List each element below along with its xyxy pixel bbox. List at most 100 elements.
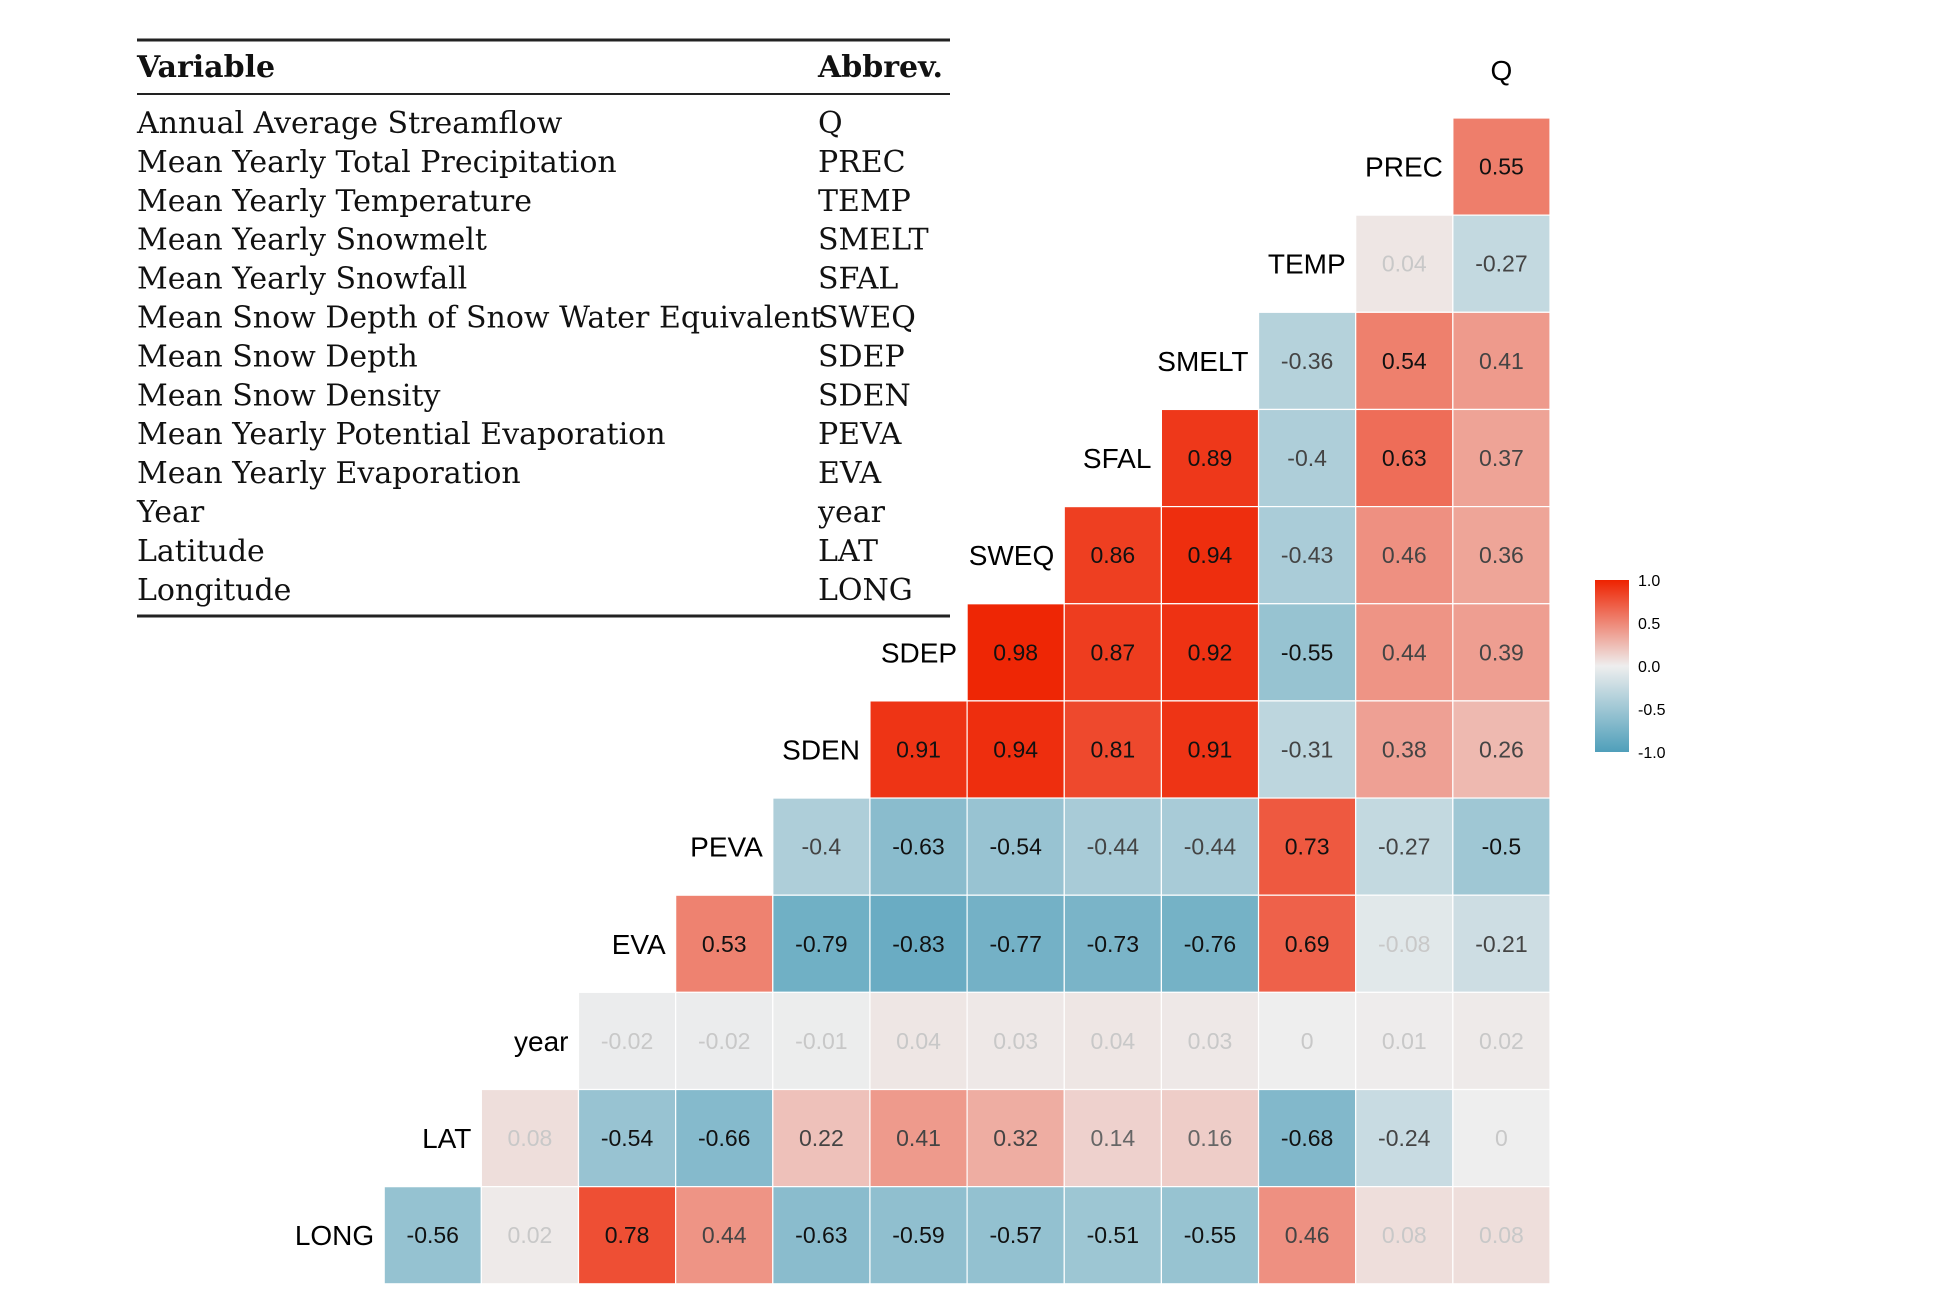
heatmap-value: 0.94 [1188,542,1233,568]
heatmap-value: 0.02 [1479,1028,1524,1054]
heatmap-value: 0.03 [1188,1028,1233,1054]
heatmap-label-prec: PREC [1365,152,1443,183]
heatmap-cell [869,700,968,799]
heatmap-cell [772,1088,871,1188]
heatmap-value: 0.08 [1382,1222,1427,1248]
heatmap-value: -0.59 [892,1222,944,1248]
heatmap-cell [1355,894,1454,993]
heatmap-value: 0.91 [1188,736,1233,762]
heatmap-row-labels: QPRECTEMPSMELTSFALSWEQSDEPSDENPEVAEVAyea… [295,55,1512,1251]
heatmap-cell [1257,506,1357,605]
table-abbrev: SMELT [818,223,929,258]
heatmap-cell [1452,603,1551,702]
heatmap-cell [383,1186,482,1285]
heatmap-cell [869,1186,968,1285]
heatmap-cell [966,797,1065,896]
heatmap-value: 0.08 [508,1125,553,1151]
legend-tick-label: 1.0 [1638,573,1660,590]
table-variable-name: Mean Snow Density [137,378,441,413]
heatmap-value: 0.78 [605,1222,650,1248]
heatmap-cell [1452,408,1551,508]
heatmap-cell [1355,214,1454,313]
heatmap-cell [480,1088,580,1188]
heatmap-value: -0.77 [989,931,1041,957]
heatmap-cell [1063,700,1163,799]
table-variable-name: Mean Yearly Snowmelt [137,223,487,258]
heatmap-value: 0.02 [508,1222,553,1248]
heatmap-value: 0.14 [1090,1125,1135,1151]
heatmap-value: 0.86 [1090,542,1135,568]
heatmap-value: 0 [1495,1125,1508,1151]
heatmap-value: -0.43 [1281,542,1333,568]
heatmap-value: 0.92 [1188,639,1233,665]
heatmap-cell [577,1186,677,1285]
heatmap-value: -0.5 [1482,834,1522,860]
heatmap-cell [1160,700,1260,799]
heatmap-value: -0.27 [1378,834,1430,860]
color-legend: 1.0 0.5 0.0 -0.5 -1.0 [1595,573,1666,762]
legend-tick-label: -0.5 [1638,702,1666,719]
heatmap-value: 0.03 [993,1028,1038,1054]
heatmap-cell [1063,603,1163,702]
table-abbrev: TEMP [818,184,911,219]
heatmap-value: 0.69 [1285,931,1330,957]
heatmap-cell [1355,506,1454,605]
heatmap-value: 0.16 [1188,1125,1233,1151]
table-abbrev: PEVA [818,417,902,452]
heatmap-cell [1355,603,1454,702]
heatmap-cell [1257,408,1357,508]
heatmap-cell [966,991,1065,1091]
heatmap-cell [1063,894,1163,993]
table-abbrev: SFAL [818,262,898,297]
heatmap-value: -0.55 [1281,639,1333,665]
heatmap-cell [1160,506,1260,605]
table-abbrev: SDEN [818,378,911,413]
heatmap-value: -0.51 [1087,1222,1139,1248]
heatmap-value: 0.26 [1479,736,1524,762]
heatmap-value: 0.44 [702,1222,747,1248]
heatmap-value: -0.68 [1281,1125,1333,1151]
heatmap-value: -0.73 [1087,931,1139,957]
heatmap-cell [1355,1186,1454,1285]
table-variable-name: Mean Yearly Snowfall [137,262,467,297]
heatmap-cell [1355,1088,1454,1188]
heatmap-value: 0.63 [1382,445,1427,471]
heatmap-cell [1063,1088,1163,1188]
heatmap-cell [1257,1186,1357,1285]
heatmap-label-q: Q [1491,55,1513,86]
heatmap-cell [480,1186,580,1285]
heatmap-value: 0.22 [799,1125,844,1151]
heatmap-value: -0.57 [989,1222,1041,1248]
table-rows: Annual Average Streamflow Q Mean Yearly To… [136,106,929,608]
heatmap-cell [1257,603,1357,702]
heatmap-value: -0.63 [795,1222,847,1248]
table-variable-name: Mean Yearly Evaporation [137,456,521,491]
heatmap-value: 0.04 [896,1028,941,1054]
legend-tick-label: -1.0 [1638,745,1666,762]
table-variable-name: Year [136,495,205,530]
heatmap-cell [1160,603,1260,702]
heatmap-cell [1160,991,1260,1091]
table-variable-name: Mean Yearly Temperature [137,184,532,219]
heatmap-cell [966,603,1065,702]
heatmap-cell [1063,1186,1163,1285]
heatmap-value: 0.73 [1285,834,1330,860]
heatmap-cell [1063,991,1163,1091]
heatmap-value: 0.55 [1479,154,1524,180]
heatmap-label-lat: LAT [422,1123,471,1154]
heatmap-value: -0.21 [1475,931,1527,957]
heatmap-value: 0.98 [993,639,1038,665]
heatmap-value: -0.4 [802,834,842,860]
heatmap-value: -0.02 [698,1028,750,1054]
heatmap-cell [1355,991,1454,1091]
heatmap-value: 0.87 [1090,639,1135,665]
heatmap-cell [1452,214,1551,313]
heatmap-cell [1257,1088,1357,1188]
heatmap-cell [1160,894,1260,993]
heatmap-value: -0.44 [1087,834,1140,860]
heatmap-cell [675,991,774,1091]
table-abbrev: year [817,495,886,530]
heatmap-cell [772,1186,871,1285]
heatmap-cell [1452,700,1551,799]
